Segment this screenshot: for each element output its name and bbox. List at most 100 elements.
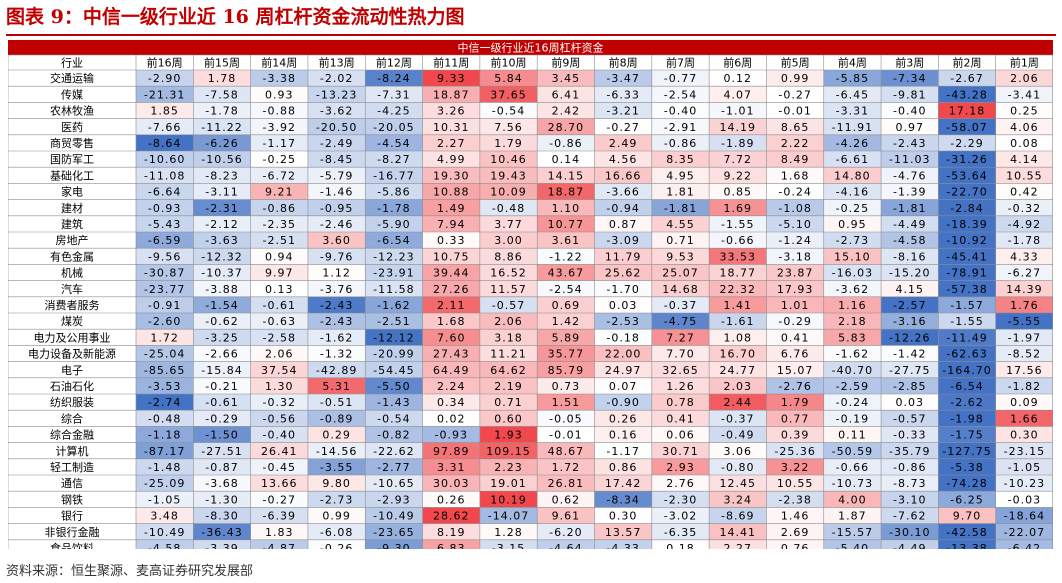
column-header: 前13周 [319,56,355,70]
heatmap-cell [537,86,595,103]
cell-value: 14.68 [662,283,699,296]
heatmap-cell [594,118,652,135]
row-label: 机械 [61,266,83,280]
cell-value: 1.66 [1010,412,1039,425]
heatmap-cell [136,394,194,411]
heatmap-cell [881,426,939,443]
cell-value: 0.12 [724,72,753,85]
heatmap-cell [881,377,939,394]
cell-value: 2.24 [437,380,466,393]
row-label: 纺织服装 [50,395,94,409]
heatmap-cell [709,134,767,151]
heatmap-cell [193,102,251,119]
cell-value: 3.00 [494,234,523,247]
cell-value: 1.26 [666,380,695,393]
cell-value: -12.32 [201,250,242,263]
cell-value: -1.32 [320,348,353,361]
heatmap-cell [250,361,308,378]
cell-value: -1.81 [664,202,697,215]
heatmap-cell [594,523,652,540]
cell-value: 0.87 [609,218,638,231]
cell-value: -7.66 [148,121,181,134]
cell-value: 0.39 [781,429,810,442]
heatmap-cell [766,167,824,184]
heatmap-cell [881,410,939,427]
heatmap-cell [479,151,538,168]
cell-value: 3.06 [724,445,753,458]
heatmap-cell [766,264,824,281]
heatmap-cell [938,539,996,549]
heatmap-cell [823,426,882,443]
cell-value: -25.09 [144,477,185,490]
cell-value: 9.22 [724,169,753,182]
heatmap-cell [594,345,652,362]
cell-value: -4.16 [836,186,869,199]
cell-value: 3.26 [437,105,466,118]
cell-value: 4.56 [609,153,638,166]
cell-value: -10.92 [946,234,987,247]
cell-value: 15.10 [834,250,871,263]
cell-value: -0.29 [205,412,238,425]
cell-value: -2.02 [320,72,353,85]
cell-value: -36.43 [201,526,242,539]
heatmap-cell [365,377,423,394]
heatmap-cell [307,86,366,103]
cell-value: 0.99 [322,510,351,523]
heatmap-cell [881,507,939,524]
heatmap-cell [193,458,251,475]
heatmap-cell [823,296,882,313]
cell-value: -23.65 [373,526,414,539]
heatmap-cell [938,377,996,394]
cell-value: 23.87 [777,267,814,280]
cell-value: -3.62 [836,283,869,296]
cell-value: -10.60 [144,153,185,166]
heatmap-cell [193,426,251,443]
heatmap-cell [422,442,480,459]
cell-value: 2.49 [609,137,638,150]
cell-value: 14.15 [548,169,585,182]
heatmap-cell [709,183,767,200]
cell-value: 5.31 [322,380,351,393]
cell-value: -6.33 [606,88,639,101]
heatmap-cell [136,475,194,492]
cell-value: -0.45 [263,461,296,474]
heatmap-cell [995,426,1053,443]
cell-value: -0.01 [778,105,811,118]
heatmap-cell [422,118,480,135]
heatmap-cell [938,475,996,492]
cell-value: -20.99 [373,348,414,361]
heatmap-cell [651,539,710,549]
cell-value: -1.08 [778,202,811,215]
heatmap-cell [881,475,939,492]
cell-value: 24.77 [720,364,757,377]
heatmap-cell [651,86,710,103]
heatmap-cell [938,523,996,540]
heatmap-cell [479,313,538,330]
cell-value: 0.86 [609,461,638,474]
cell-value: -6.39 [263,510,296,523]
heatmap-cell [537,199,595,216]
heatmap-cell [193,329,251,346]
heatmap-cell [938,329,996,346]
heatmap-cell [193,232,251,249]
cell-value: 0.41 [781,331,810,344]
cell-value: 1.30 [265,380,294,393]
row-label: 家电 [61,185,83,199]
heatmap-cell [422,232,480,249]
cell-value: -2.93 [377,493,410,506]
heatmap-cell [479,361,538,378]
heatmap-cell [938,264,996,281]
cell-value: -2.58 [263,331,296,344]
heatmap-cell [766,86,824,103]
heatmap-cell [594,199,652,216]
heatmap-cell [479,458,538,475]
heatmap-cell [136,313,194,330]
cell-value: 0.26 [609,412,638,425]
heatmap-cell [938,232,996,249]
heatmap-cell [136,86,194,103]
cell-value: -30.10 [889,526,930,539]
cell-value: 0.30 [609,510,638,523]
cell-value: 4.00 [838,493,867,506]
row-label: 电力及公用事业 [34,331,111,344]
cell-value: -2.54 [664,88,697,101]
